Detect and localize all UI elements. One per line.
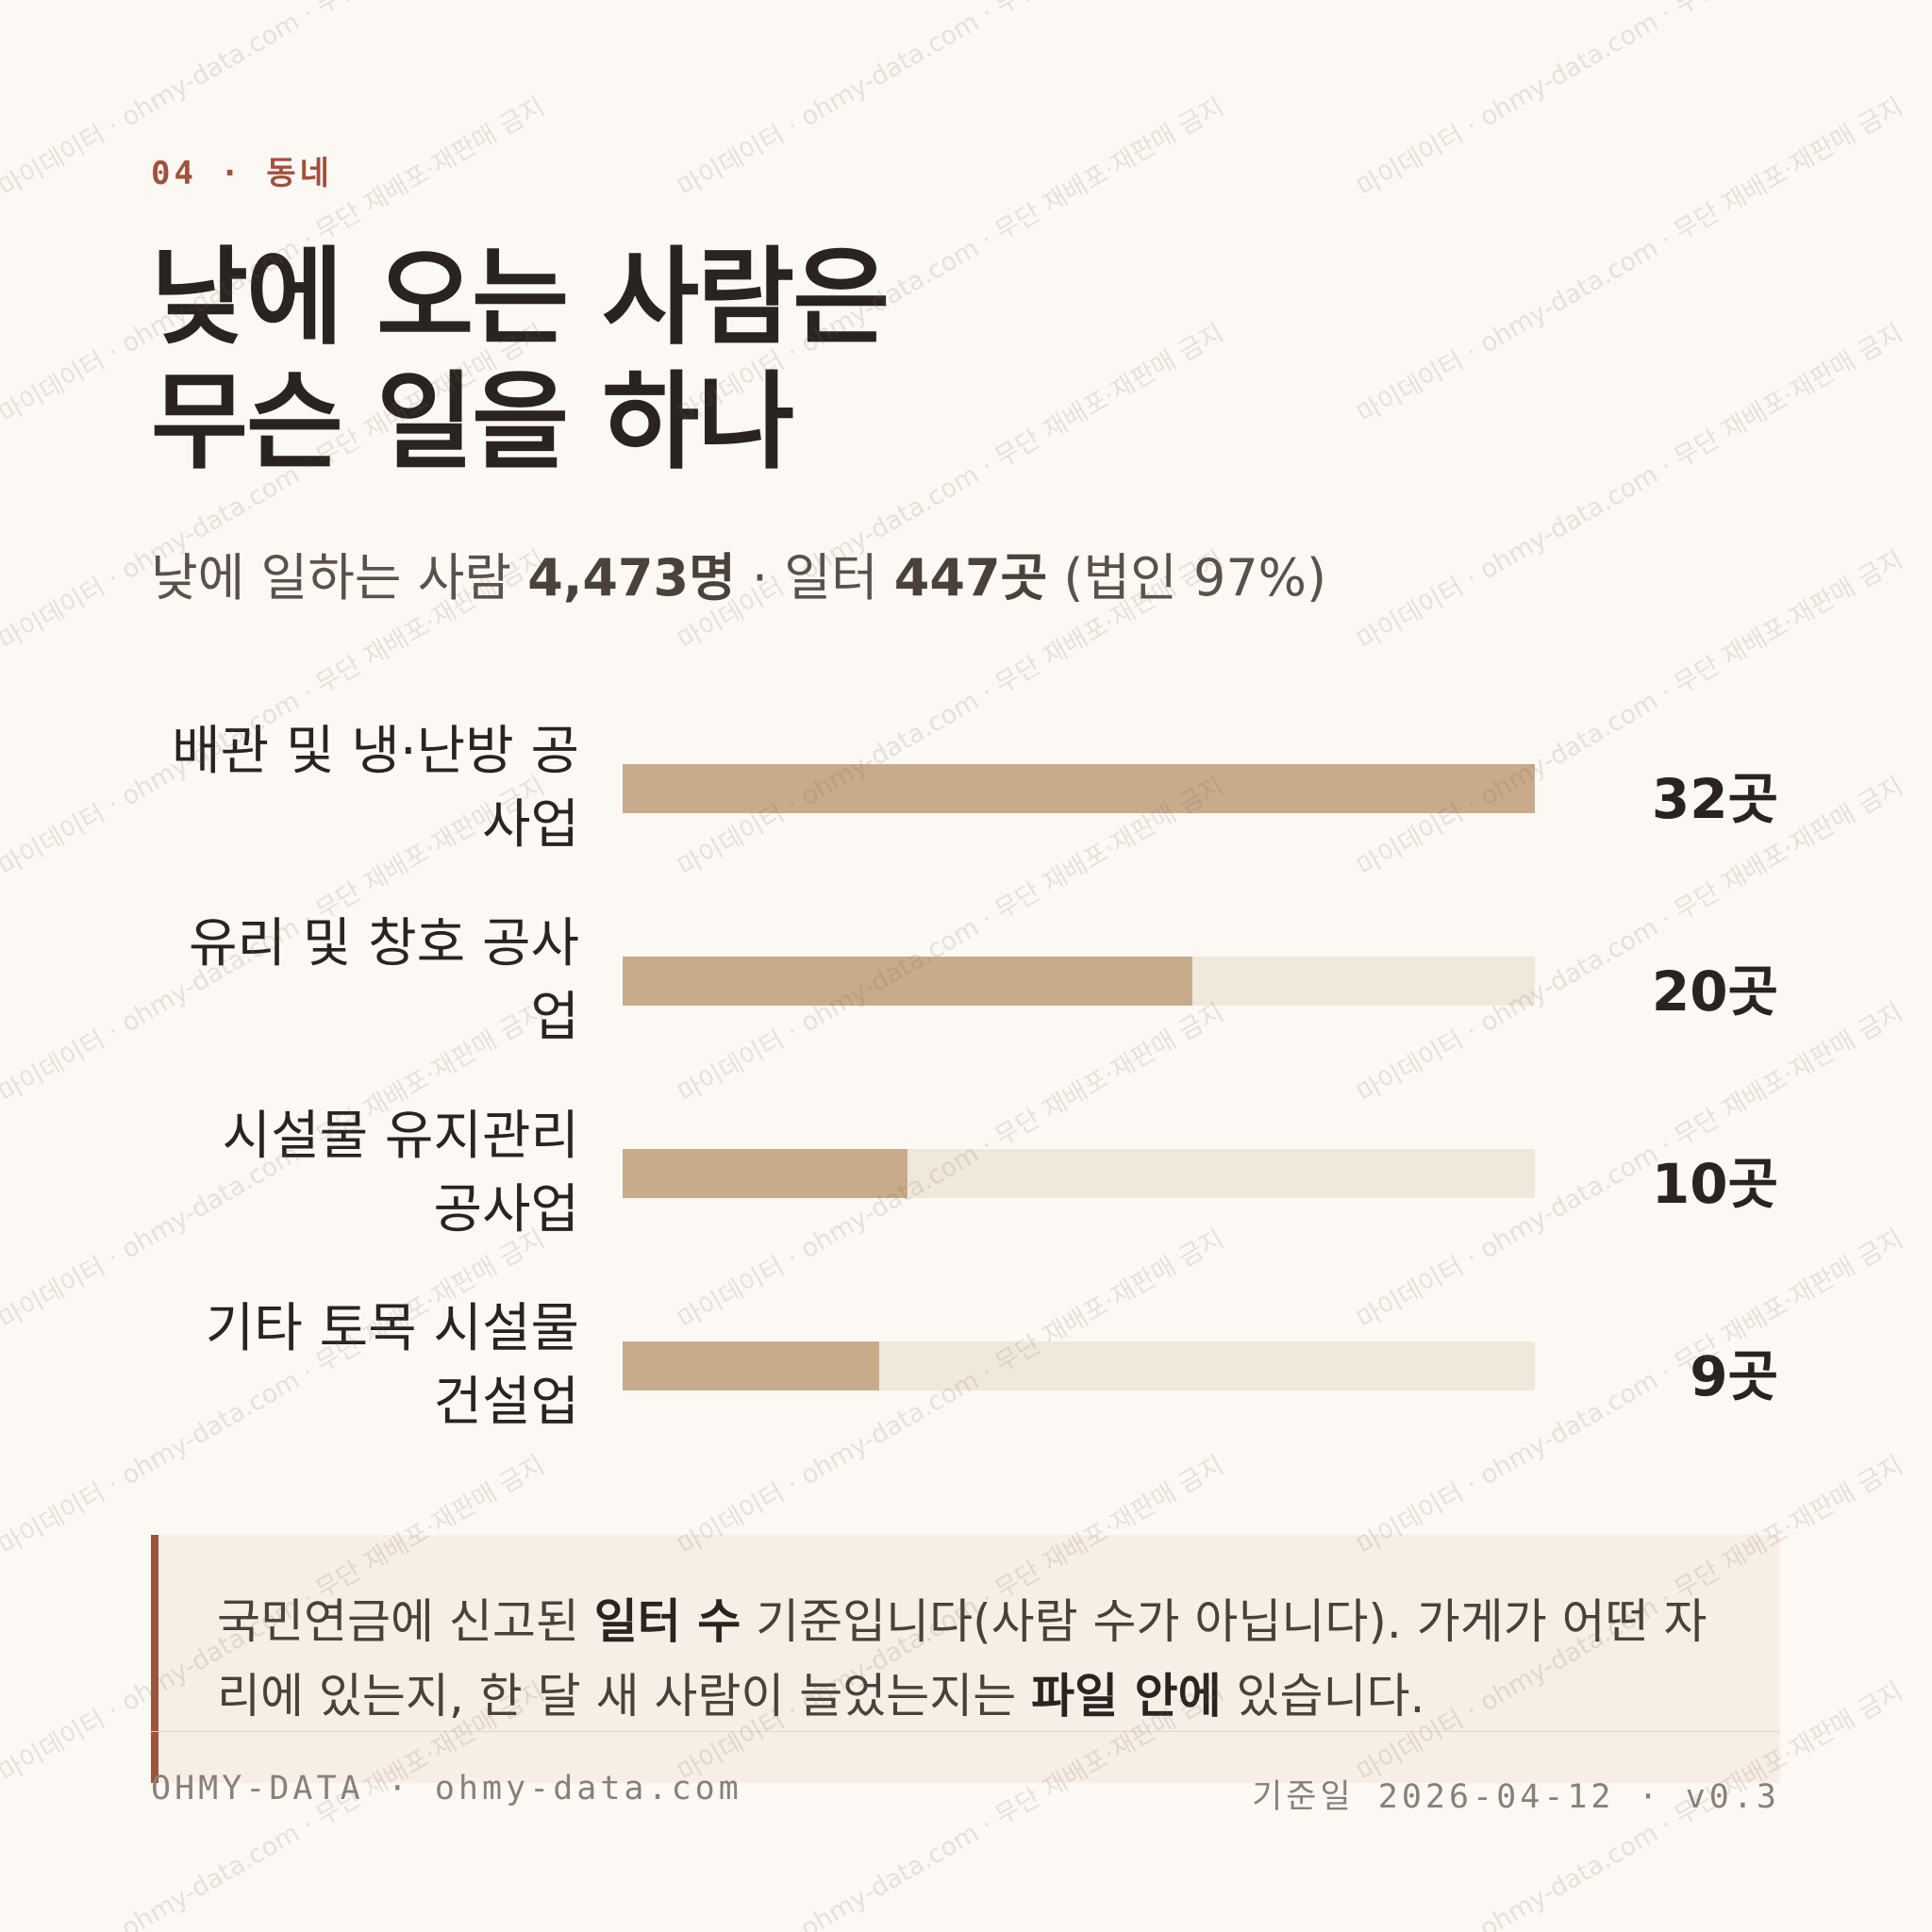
kicker: 04 · 동네 <box>151 155 333 192</box>
text: 낮에 일하는 사람 <box>151 548 528 608</box>
text: (법인 97%) <box>1047 548 1327 608</box>
watermark: 마이데이터 · ohmy-data.com · 무단 재배포·재판매 금지 <box>673 771 1229 1109</box>
watermark: 마이데이터 · ohmy-data.com · 무단 재배포·재판매 금지 <box>1352 92 1908 430</box>
watermark: 마이데이터 · ohmy-data.com · 무단 재배포·재판매 금지 <box>1352 771 1908 1109</box>
watermark: 마이데이터 · ohmy-data.com · 무단 재배포·재판매 금지 <box>1352 544 1908 883</box>
watermark: 마이데이터 · ohmy-data.com · 무단 재배포·재판매 금지 <box>1352 318 1908 657</box>
bar-track <box>623 1149 1535 1198</box>
title: 낮에 오는 사람은 무슨 일을 하나 <box>151 236 890 485</box>
category-label: 시설물 유지관리 공사업 <box>222 1106 579 1241</box>
watermark: 마이데이터 · ohmy-data.com · 무단 재배포·재판매 금지 <box>673 0 1229 204</box>
text: 국민연금에 신고된 <box>217 1594 594 1649</box>
bar <box>623 1341 879 1391</box>
bold-text: 447곳 <box>893 548 1048 608</box>
bold-text: 4,473명 <box>527 548 736 608</box>
text: 있습니다. <box>1221 1669 1425 1724</box>
bar <box>623 764 1535 813</box>
bold-text: 파일 안에 <box>1031 1669 1222 1724</box>
note: 국민연금에 신고된 일터 수 기준입니다(사람 수가 아닙니다). 가게가 어떤… <box>217 1585 1726 1734</box>
bar <box>623 1149 908 1198</box>
value-label: 32곳 <box>1651 767 1778 831</box>
bold-text: 일터 수 <box>593 1594 741 1649</box>
watermark: 마이데이터 · ohmy-data.com · 무단 재배포·재판매 금지 <box>1352 0 1908 204</box>
value-label: 9곳 <box>1690 1344 1778 1408</box>
subtitle: 낮에 일하는 사람 4,473명 · 일터 447곳 (법인 97%) <box>151 536 1326 610</box>
bar <box>623 957 1193 1006</box>
bar-track <box>623 957 1535 1006</box>
text: · 일터 <box>735 548 894 608</box>
bar-track <box>623 764 1535 813</box>
category-label: 기타 토목 시설물 건설업 <box>205 1298 579 1433</box>
title-line: 낮에 오는 사람은 <box>151 237 890 359</box>
category-label: 유리 및 창호 공사업 <box>188 913 579 1048</box>
footer-rule <box>151 1731 1780 1732</box>
footer-left: OHMY-DATA · ohmy-data.com <box>151 1770 742 1807</box>
bar-track <box>623 1341 1535 1391</box>
text: 기준입니다(사람 수가 아닙니다). 가게가 어떤 자리에 있는지, 한 달 새… <box>217 1594 1707 1724</box>
category-label: 배관 및 냉·난방 공사업 <box>172 721 579 856</box>
title-line: 무슨 일을 하나 <box>151 361 794 484</box>
value-label: 20곳 <box>1651 959 1778 1024</box>
value-label: 10곳 <box>1651 1152 1778 1216</box>
note-box <box>151 1535 1780 1783</box>
footer-right: 기준일 2026-04-12 · v0.3 <box>1252 1778 1780 1816</box>
